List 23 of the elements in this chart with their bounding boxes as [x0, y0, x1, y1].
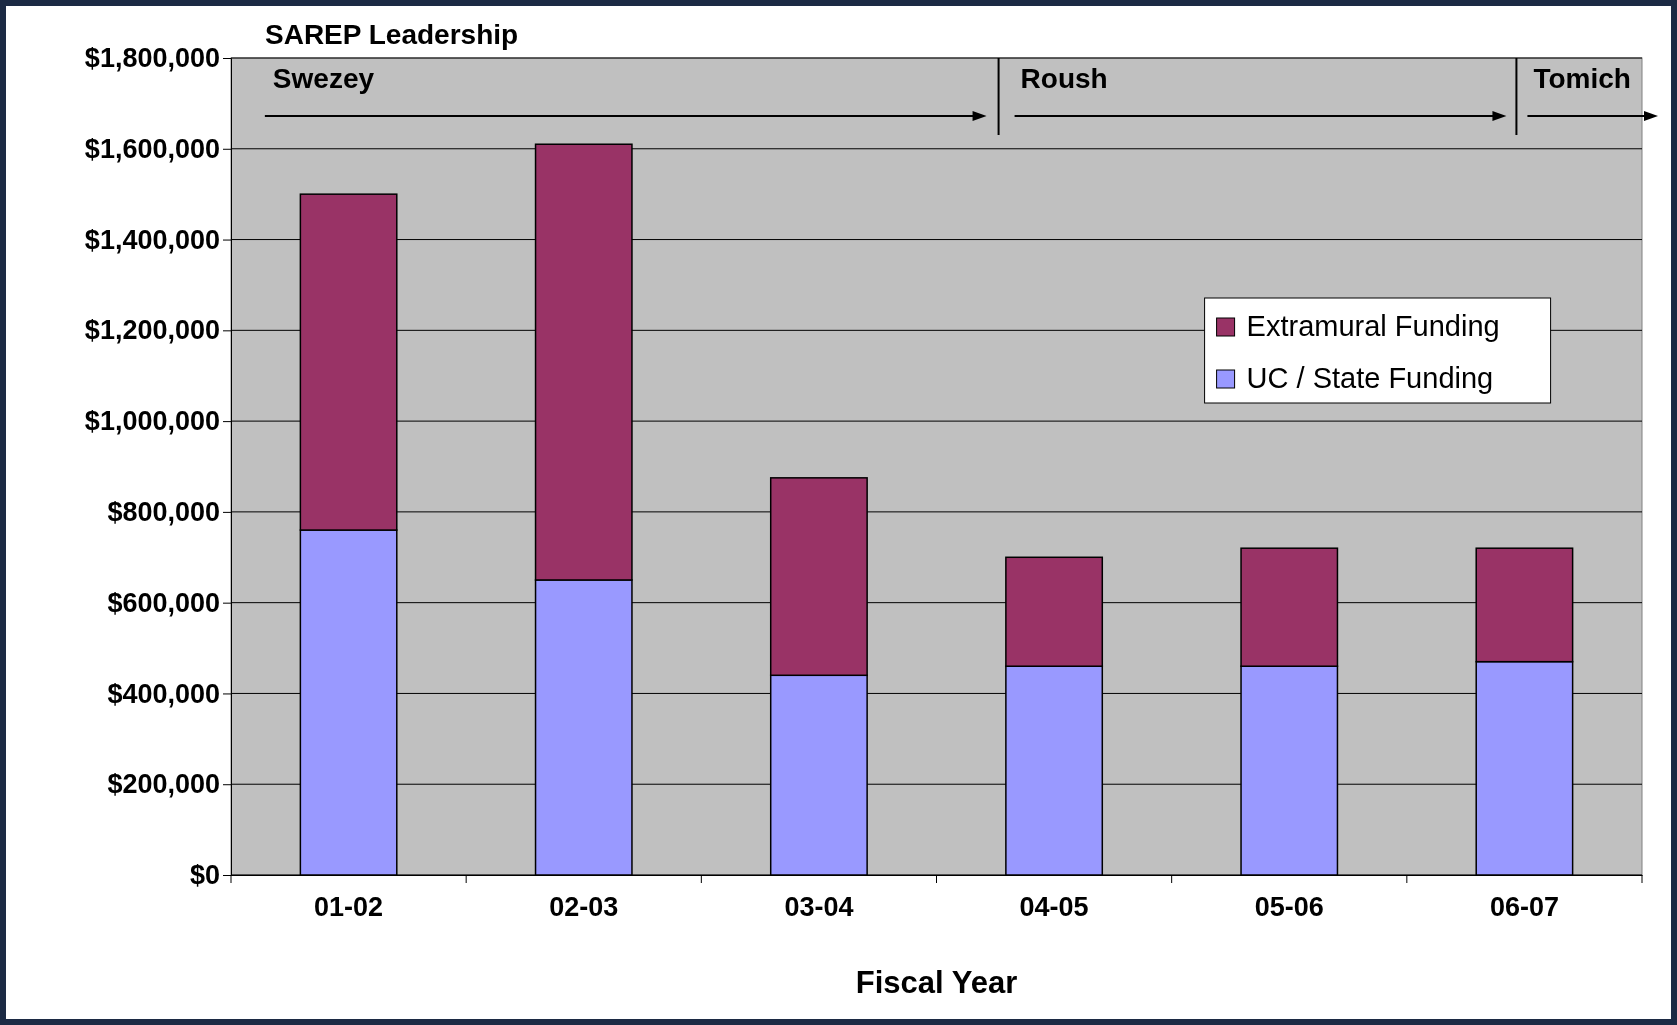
x-tick-label: 02-03	[549, 892, 619, 923]
y-tick-label: $1,000,000	[84, 406, 220, 437]
annotation: Tomich	[1533, 63, 1631, 94]
y-tick-label: $1,600,000	[84, 133, 220, 164]
x-tick-label: 04-05	[1019, 892, 1089, 923]
legend-label: Extramural Funding	[1246, 310, 1500, 342]
y-tick-label: $0	[189, 860, 220, 891]
y-tick-label: $1,800,000	[84, 43, 220, 74]
y-tick-label: $600,000	[107, 587, 220, 618]
y-tick-label: $200,000	[107, 769, 220, 800]
x-tick-label: 06-07	[1489, 892, 1559, 923]
annotation: Roush	[1020, 63, 1108, 94]
text: SAREP Leadership	[265, 19, 519, 50]
legend-label: UC / State Funding	[1246, 362, 1494, 394]
x-tick-label: 05-06	[1254, 892, 1324, 923]
y-tick-label: $1,400,000	[84, 224, 220, 255]
x-axis-title: Fiscal Year	[855, 965, 1018, 1000]
y-tick-label: $1,200,000	[84, 315, 220, 346]
y-tick-label: $400,000	[107, 678, 220, 709]
x-tick-label: 03-04	[784, 892, 854, 923]
y-tick-label: $800,000	[107, 497, 220, 528]
x-tick-label: 01-02	[314, 892, 384, 923]
annotation: Swezey	[272, 63, 375, 94]
